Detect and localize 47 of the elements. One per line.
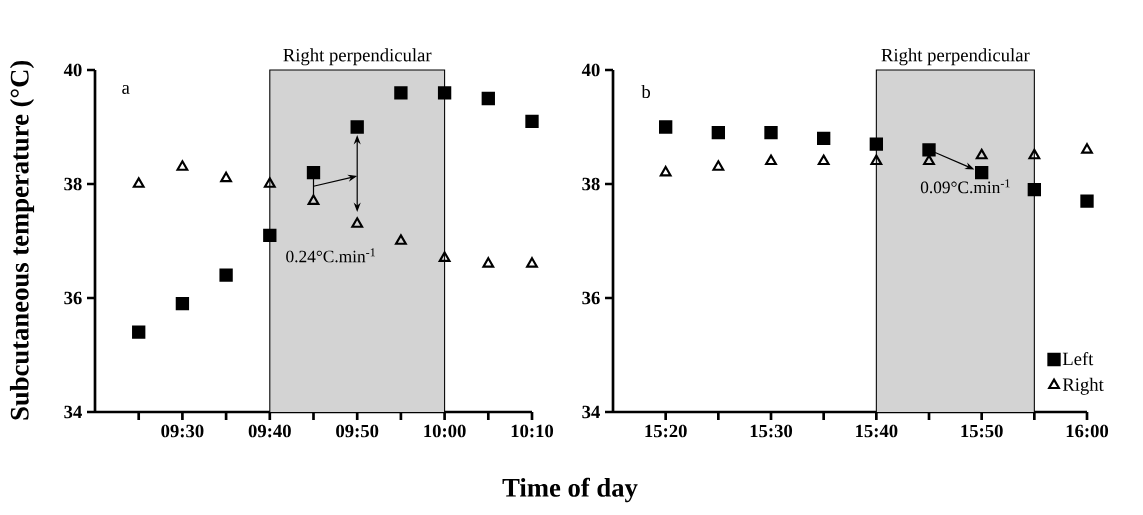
legend-label: Right xyxy=(1062,377,1104,395)
text: a xyxy=(122,84,130,94)
text: b xyxy=(641,84,651,99)
x-tick-label: 09:40 xyxy=(248,424,291,438)
point xyxy=(526,257,538,268)
y-axis-title: Subcutaneous temperature (°C) xyxy=(9,60,35,420)
point xyxy=(219,268,233,282)
point xyxy=(438,251,451,262)
band-label: Right perpendicular xyxy=(283,48,432,66)
y-tick-label: 34 xyxy=(582,405,600,419)
y-tick-label: 34 xyxy=(64,405,82,419)
point xyxy=(481,91,495,106)
x-tick-label: 10:00 xyxy=(424,424,466,438)
point xyxy=(175,297,190,311)
point xyxy=(525,114,539,128)
point xyxy=(351,217,364,228)
annotation: 0.24°C.min$^{-1}$ xyxy=(286,248,376,263)
x-tick-label: 15:30 xyxy=(750,424,793,438)
y-tick-label: 36 xyxy=(64,291,82,305)
point xyxy=(437,86,452,100)
y-tick-label: 36 xyxy=(582,291,600,305)
x-tick-label: 15:40 xyxy=(856,424,898,438)
x-tick-label: 15:50 xyxy=(961,424,1003,438)
point xyxy=(132,177,145,188)
x-tick-label: 16:00 xyxy=(1066,424,1109,438)
point xyxy=(263,177,276,188)
x-tick-label: 10:10 xyxy=(511,424,554,438)
annotation: 0.09°C.min$^{-1}$ xyxy=(920,179,1010,194)
band-label: Right perpendicular xyxy=(881,48,1030,66)
point xyxy=(482,257,495,268)
point xyxy=(176,160,189,171)
y-tick-label: 38 xyxy=(582,177,600,191)
legend-label: Left xyxy=(1062,351,1094,366)
point xyxy=(220,171,233,183)
point xyxy=(394,234,407,245)
point xyxy=(394,86,408,100)
y-tick-label: 40 xyxy=(63,63,82,77)
x-axis-title: Time of day xyxy=(502,477,638,503)
point xyxy=(306,165,321,180)
x-tick-label: 15:20 xyxy=(645,424,687,438)
x-tick-label: 09:30 xyxy=(161,424,204,438)
x-tick-label: 09:50 xyxy=(336,424,379,438)
point xyxy=(350,120,364,134)
y-tick-label: 40 xyxy=(581,63,600,77)
y-tick-label: 38 xyxy=(64,177,82,191)
point xyxy=(132,325,146,339)
point xyxy=(263,228,277,242)
